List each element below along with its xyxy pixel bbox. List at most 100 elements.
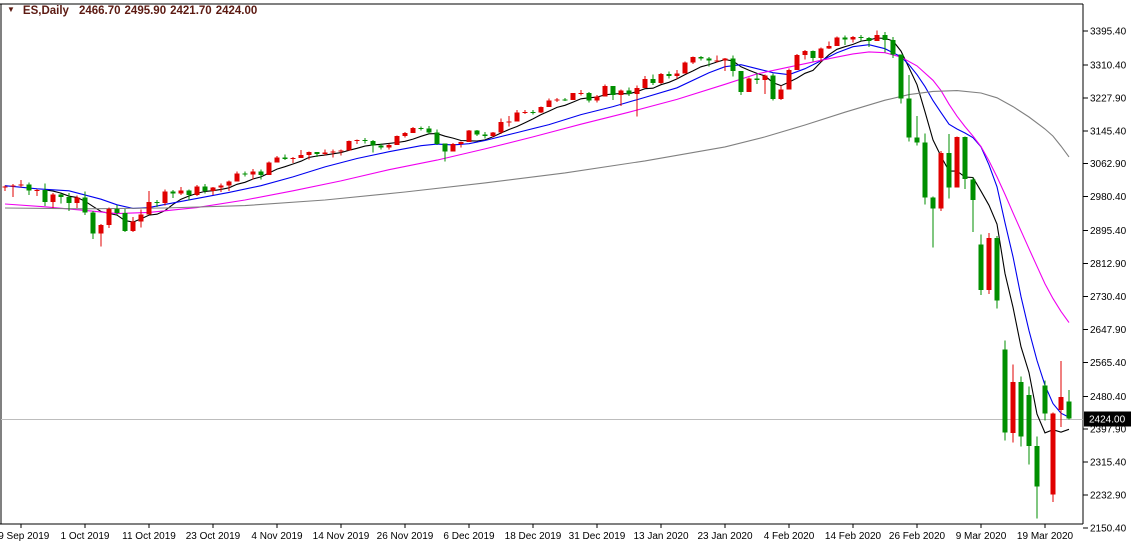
candle-body	[250, 171, 256, 175]
price-axis-label: 2480.40	[1090, 392, 1127, 403]
price-axis[interactable]: 3395.40 3310.40 3227.90 3145.40 3062.90 2980.…	[1083, 27, 1127, 535]
candle-body	[138, 214, 144, 222]
candle-body	[970, 179, 976, 201]
price-axis-label: 3310.40	[1090, 60, 1127, 71]
time-axis-label: 31 Dec 2019	[569, 531, 626, 542]
candle-body	[754, 78, 760, 80]
candle-body	[706, 58, 712, 61]
time-axis-label: 18 Dec 2019	[505, 531, 562, 542]
candle-body	[562, 99, 568, 101]
candle-body	[666, 73, 672, 76]
price-axis-label: 2150.40	[1090, 524, 1127, 535]
candle-body	[394, 135, 400, 145]
candle-body	[218, 185, 224, 188]
candle-body	[738, 71, 744, 92]
price-axis-label: 3062.90	[1090, 159, 1127, 170]
candle-body	[330, 151, 336, 153]
candle-body	[722, 58, 728, 61]
candles	[2, 30, 1072, 519]
candle-body	[234, 173, 240, 182]
candle-body	[1018, 382, 1024, 437]
candle-body	[370, 140, 376, 146]
candle-body	[546, 100, 552, 107]
candle-body	[610, 85, 616, 96]
time-axis-label: 14 Nov 2019	[313, 531, 370, 542]
price-axis-label: 3227.90	[1090, 93, 1127, 104]
candle-body	[914, 137, 920, 143]
candle-body	[354, 140, 360, 142]
candle-body	[714, 60, 720, 62]
price-axis-label: 2232.90	[1090, 491, 1127, 502]
time-axis[interactable]: 19 Sep 2019 1 Oct 2019 11 Oct 2019 23 Oct 2…	[0, 524, 1074, 542]
candle-body	[386, 144, 392, 148]
candle-body	[34, 190, 40, 191]
candle-body	[1050, 413, 1056, 495]
candle-body	[426, 128, 432, 133]
candle-body	[274, 157, 280, 163]
candle-body	[154, 202, 160, 204]
candle-body	[850, 37, 856, 40]
time-axis-label: 4 Nov 2019	[251, 531, 303, 542]
candle-body	[682, 62, 688, 74]
candle-body	[50, 194, 56, 202]
chart-frame	[0, 3, 1084, 525]
candle-body	[74, 197, 80, 204]
candle-body	[770, 75, 776, 100]
candle-body	[570, 93, 576, 100]
candle-body	[82, 197, 88, 213]
candle-body	[786, 69, 792, 90]
candle-body	[922, 142, 928, 198]
candle-body	[1066, 401, 1072, 419]
candle-body	[490, 132, 496, 137]
candle-body	[634, 87, 640, 94]
candle-body	[810, 51, 816, 58]
price-axis-label: 2730.40	[1090, 292, 1127, 303]
price-axis-label: 3145.40	[1090, 126, 1127, 137]
symbol-dropdown-icon[interactable]: ▼	[7, 5, 15, 14]
price-axis-label: 2895.40	[1090, 226, 1127, 237]
title-symbol: ES,Daily	[22, 5, 69, 17]
candle-body	[802, 51, 808, 56]
candle-body	[938, 152, 944, 209]
candle-body	[106, 208, 112, 225]
candle-body	[378, 145, 384, 148]
candle-body	[66, 197, 72, 204]
title-close: 2424.00	[215, 5, 258, 17]
time-axis-label: 11 Oct 2019	[122, 531, 176, 542]
candle-body	[442, 143, 448, 152]
candle-body	[322, 152, 328, 155]
ma-gray	[4, 90, 1070, 210]
time-axis-label: 6 Dec 2019	[443, 531, 495, 542]
time-axis-label: 26 Nov 2019	[377, 531, 434, 542]
candle-body	[266, 162, 272, 175]
candle-body	[1002, 349, 1008, 433]
candle-body	[858, 37, 864, 39]
candle-body	[690, 57, 696, 63]
candle-body	[314, 152, 320, 155]
candle-body	[522, 112, 528, 114]
candle-body	[18, 184, 24, 186]
time-axis-label: 14 Feb 2020	[825, 531, 882, 542]
candle-body	[594, 96, 600, 101]
candle-body	[578, 93, 584, 94]
price-axis-label: 2565.40	[1090, 358, 1127, 369]
candle-body	[890, 39, 896, 55]
candle-body	[122, 213, 128, 231]
candle-body	[58, 194, 64, 198]
candle-body	[202, 186, 208, 192]
candle-body	[434, 132, 440, 144]
candle-body	[618, 90, 624, 95]
candle-body	[458, 142, 464, 145]
candle-body	[98, 224, 104, 234]
candle-body	[130, 221, 136, 231]
moving-averages	[4, 37, 1070, 434]
time-axis-label: 1 Oct 2019	[61, 531, 110, 542]
candle-body	[506, 121, 512, 123]
candle-body	[842, 37, 848, 40]
ma-magenta	[4, 51, 1070, 323]
candle-body	[306, 152, 312, 155]
price-axis-label: 2980.40	[1090, 192, 1127, 203]
candle-body	[866, 37, 872, 42]
